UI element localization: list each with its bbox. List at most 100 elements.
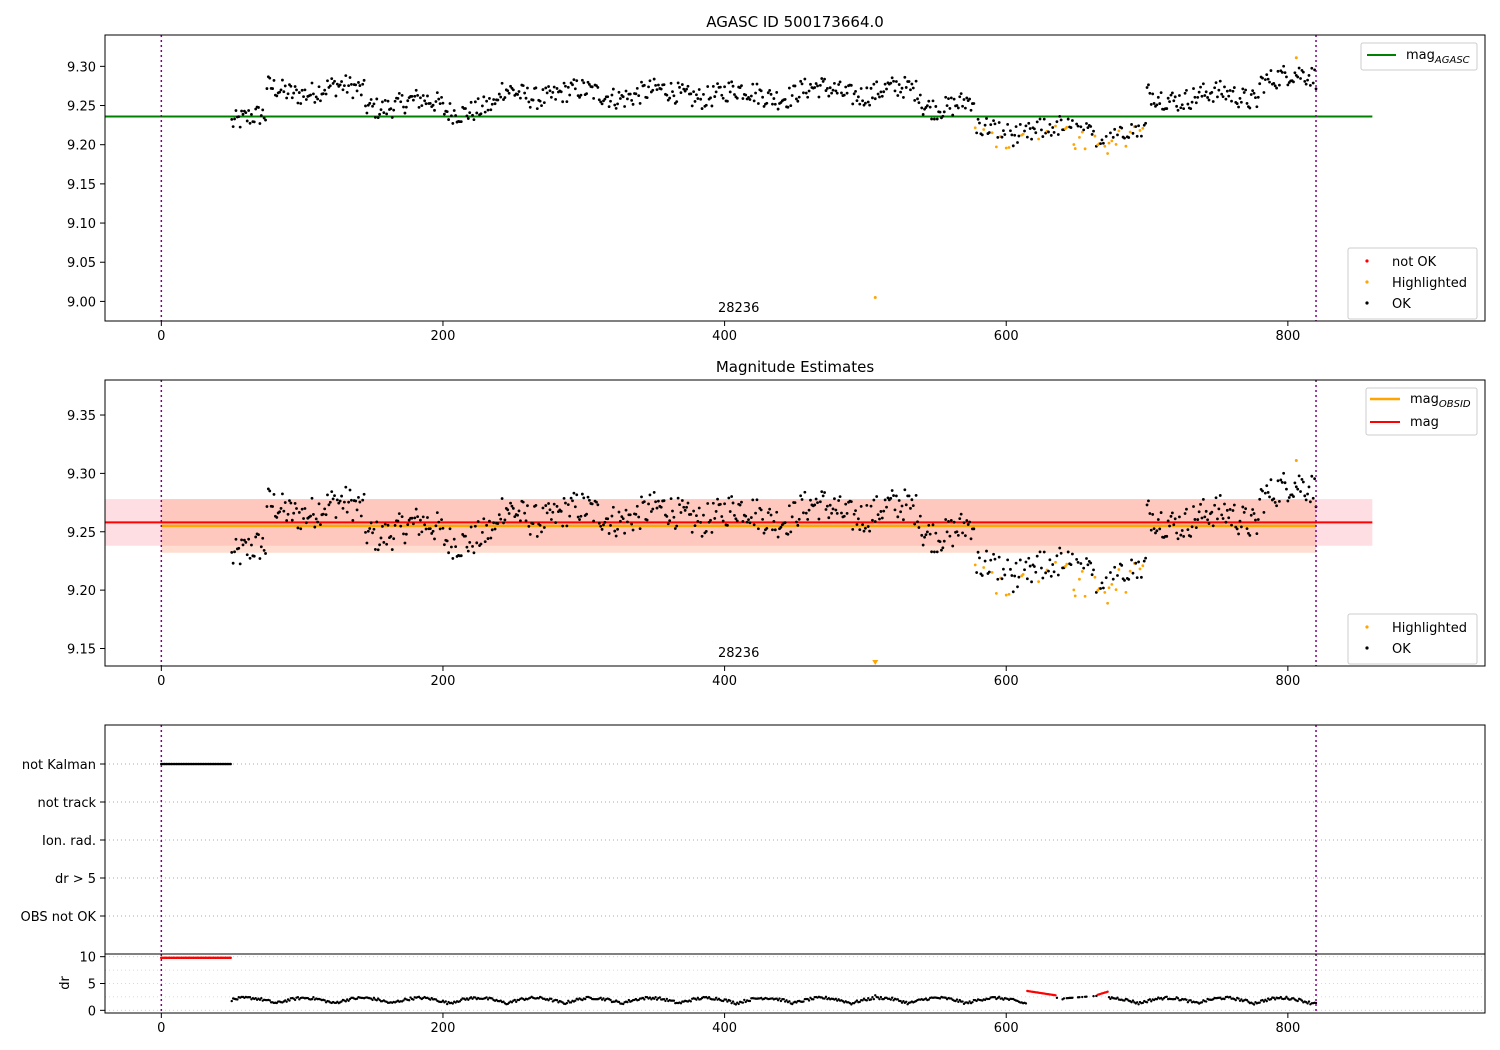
ok-point	[1301, 70, 1305, 74]
ok-point	[833, 81, 836, 85]
ok-point	[827, 94, 831, 98]
dr-point	[1107, 995, 1111, 999]
ok-point	[1190, 525, 1194, 529]
ok-point	[620, 515, 624, 519]
ok-point	[231, 561, 235, 565]
ok-point	[665, 514, 669, 518]
ok-point	[528, 105, 532, 109]
ok-point	[1156, 518, 1160, 521]
ok-point	[951, 113, 955, 117]
ok-point	[965, 96, 969, 100]
ok-point	[1185, 88, 1188, 92]
ok-point	[1127, 136, 1131, 139]
ok-point	[997, 555, 1001, 559]
legend-marker	[1365, 646, 1369, 650]
ok-point	[559, 90, 563, 94]
ok-point	[611, 87, 615, 91]
ok-point	[1170, 91, 1174, 95]
ok-point	[809, 498, 812, 502]
ok-point	[949, 519, 953, 522]
ok-point	[899, 510, 903, 514]
ok-point	[1044, 571, 1048, 575]
ok-point	[414, 507, 418, 511]
ok-point	[475, 541, 479, 545]
ok-point	[562, 496, 566, 500]
ok-point	[862, 529, 866, 533]
ok-point	[1204, 90, 1208, 94]
dr-point	[1176, 997, 1180, 1000]
ok-point	[976, 117, 980, 121]
ok-point	[333, 79, 336, 83]
ok-point	[442, 112, 446, 116]
ok-point	[434, 524, 438, 528]
ok-point	[817, 517, 821, 521]
ok-point	[416, 515, 420, 518]
ok-point	[762, 531, 766, 535]
ok-point	[247, 537, 251, 541]
ok-point	[709, 96, 712, 100]
ok-point	[499, 95, 503, 99]
ok-point	[1303, 80, 1307, 83]
ok-point	[317, 85, 321, 89]
ok-point	[552, 85, 556, 89]
ok-point	[613, 529, 617, 533]
ok-point	[592, 96, 596, 100]
ok-point	[978, 556, 981, 560]
ok-point	[702, 513, 705, 517]
ok-point	[506, 508, 510, 512]
ok-point	[1090, 132, 1094, 136]
ok-point	[572, 491, 576, 495]
ok-point	[880, 94, 884, 98]
dr-point	[1135, 1001, 1139, 1004]
ok-point	[485, 99, 489, 103]
ok-point	[1194, 526, 1198, 530]
ok-point	[1254, 96, 1257, 100]
ok-point	[1266, 77, 1270, 81]
ok-point	[678, 503, 681, 507]
ok-point	[1168, 100, 1171, 104]
ok-point	[861, 99, 864, 103]
ok-point	[1256, 518, 1260, 521]
ok-point	[1232, 86, 1236, 89]
ok-point	[571, 499, 574, 503]
dr-point	[902, 999, 905, 1003]
ok-point	[600, 102, 604, 106]
ok-point	[513, 515, 517, 519]
ok-point	[572, 78, 576, 81]
ok-point	[417, 533, 421, 536]
ok-point	[488, 519, 491, 523]
ok-point	[1242, 91, 1246, 94]
dr-point	[1300, 999, 1304, 1002]
ok-point	[386, 523, 390, 527]
ok-point	[516, 93, 519, 96]
dr-point	[1258, 1001, 1261, 1004]
ok-point	[916, 520, 919, 524]
ok-point	[517, 509, 521, 513]
ok-point	[599, 524, 603, 528]
ok-point	[1214, 81, 1218, 85]
ok-point	[519, 96, 522, 100]
ok-point	[1247, 532, 1250, 535]
magnitude-title: Magnitude Estimates	[716, 358, 874, 376]
ok-point	[254, 107, 258, 111]
x-tick-label: 200	[431, 329, 456, 344]
ok-point	[927, 523, 931, 527]
highlighted-point	[1124, 144, 1128, 148]
dr-point	[599, 996, 602, 999]
ok-point	[1147, 83, 1150, 87]
ok-point	[402, 105, 405, 109]
ok-point	[1286, 83, 1290, 87]
ok-point	[1158, 527, 1162, 531]
ok-point	[807, 508, 811, 512]
ok-point	[326, 493, 329, 497]
ok-point	[286, 512, 290, 516]
ok-point	[241, 112, 245, 116]
ok-point	[1276, 69, 1280, 73]
ok-point	[312, 92, 315, 96]
ok-point	[1262, 91, 1266, 94]
ok-point	[1071, 119, 1074, 122]
dr-point	[861, 999, 864, 1002]
ok-point	[676, 81, 680, 85]
ok-point	[233, 550, 236, 554]
